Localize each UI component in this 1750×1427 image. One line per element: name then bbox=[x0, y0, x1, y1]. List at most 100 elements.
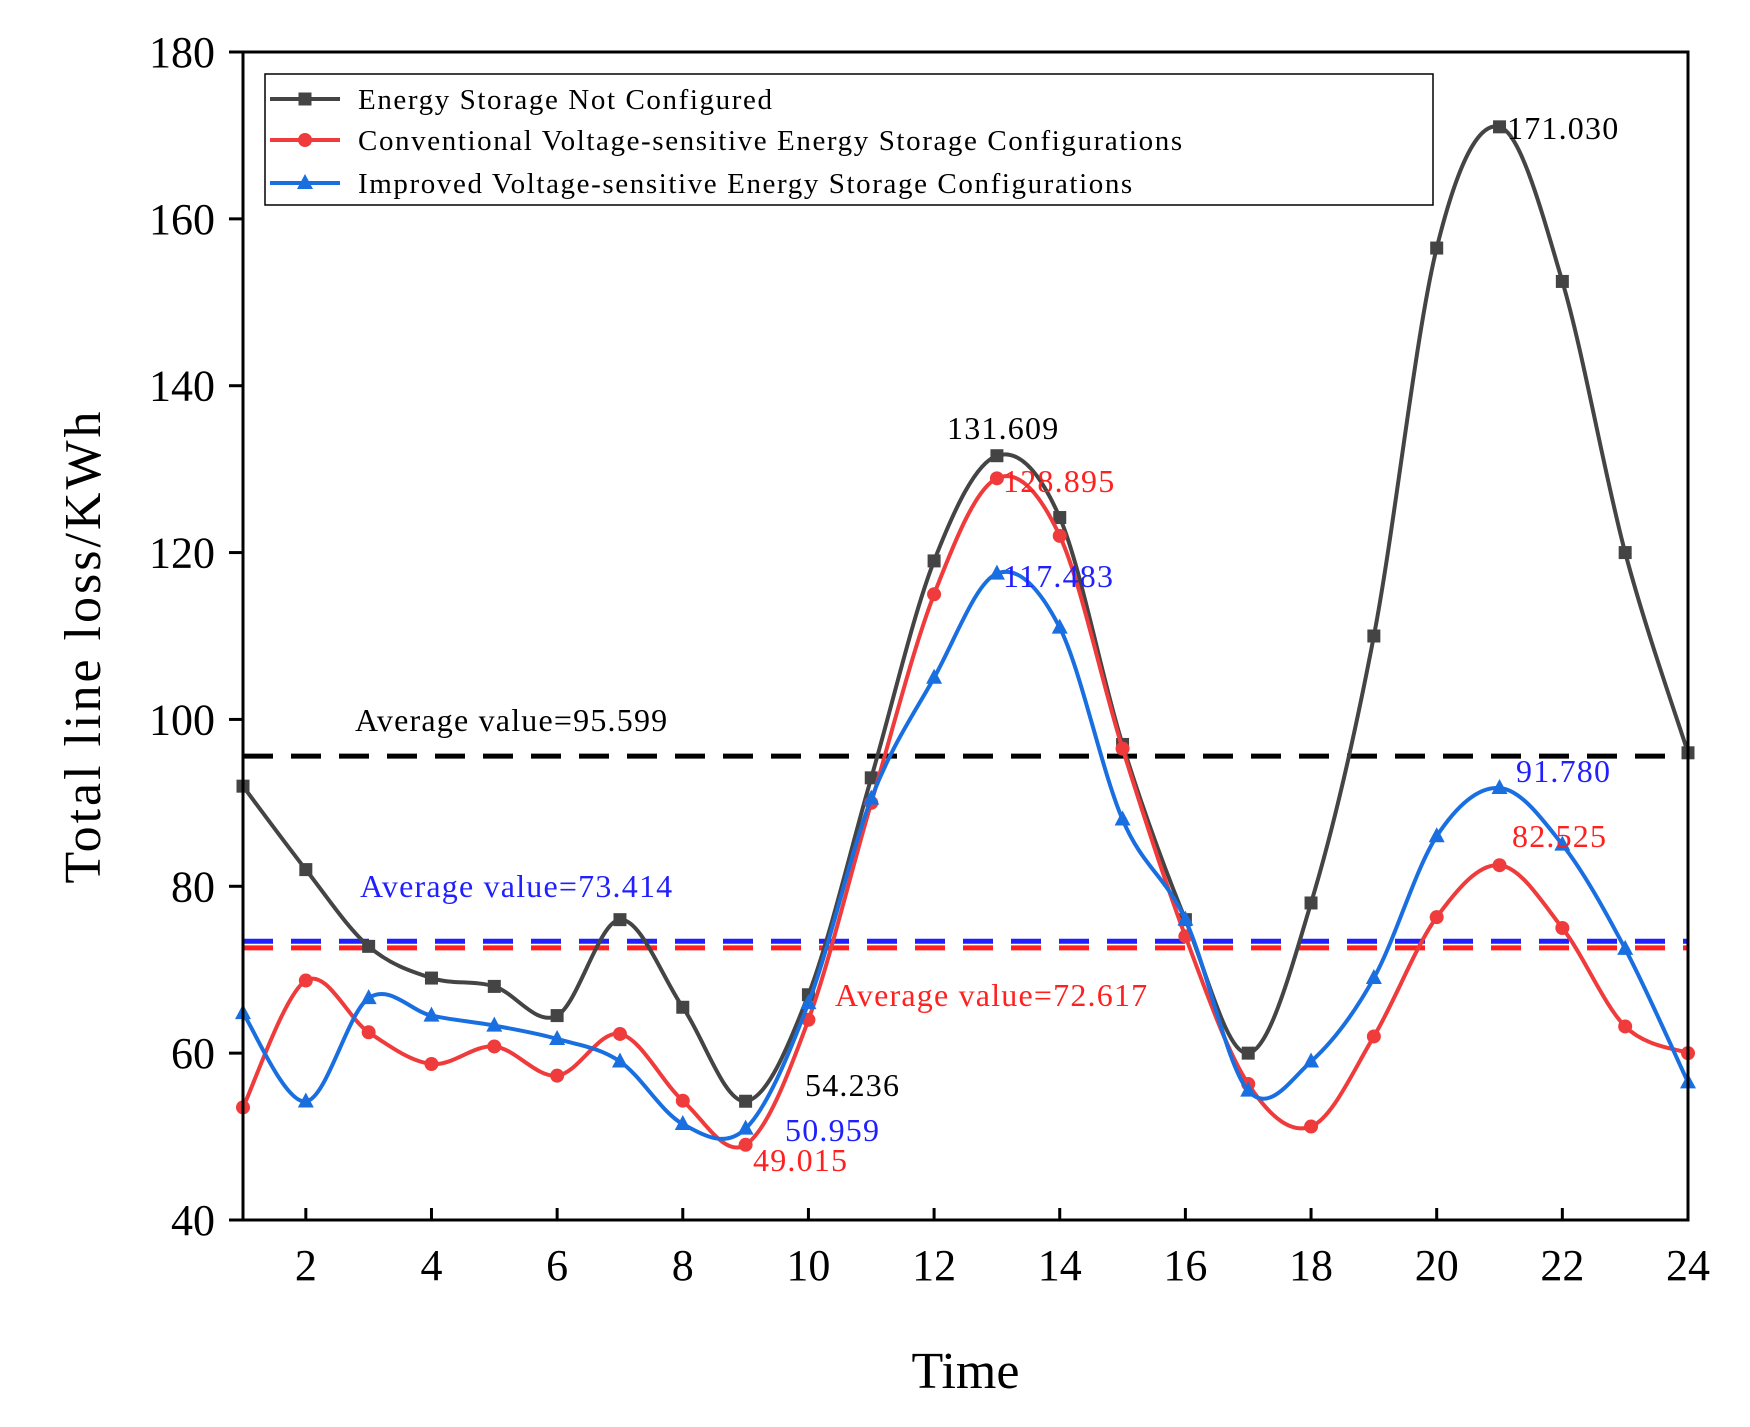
x-axis-title: Time bbox=[912, 1343, 1020, 1400]
data-point bbox=[675, 1093, 690, 1108]
series-line bbox=[241, 569, 1690, 1141]
data-point bbox=[1428, 827, 1445, 843]
data-label: 171.030 bbox=[1507, 110, 1619, 146]
data-point bbox=[299, 863, 313, 877]
data-point bbox=[487, 979, 501, 993]
plot-frame bbox=[241, 50, 1690, 1222]
data-point bbox=[1115, 741, 1130, 756]
x-tick-label: 10 bbox=[786, 1241, 830, 1290]
y-tick-label: 40 bbox=[171, 1196, 215, 1245]
data-point bbox=[1051, 618, 1068, 634]
data-point bbox=[360, 989, 377, 1005]
axes bbox=[229, 50, 1690, 1222]
y-tick-label: 100 bbox=[149, 695, 215, 744]
data-point bbox=[613, 913, 627, 927]
data-point bbox=[550, 1068, 565, 1083]
data-point bbox=[1053, 511, 1067, 525]
data-point bbox=[739, 1094, 753, 1108]
data-label: 54.236 bbox=[805, 1067, 900, 1103]
data-point bbox=[927, 554, 941, 568]
data-point bbox=[863, 789, 880, 805]
data-point bbox=[1554, 835, 1571, 851]
data-point bbox=[361, 1025, 376, 1040]
y-tick-label: 140 bbox=[149, 362, 215, 411]
data-label: 91.780 bbox=[1516, 753, 1611, 789]
data-point bbox=[1430, 241, 1444, 255]
x-tick-label: 16 bbox=[1163, 1241, 1207, 1290]
data-point bbox=[990, 449, 1004, 463]
y-tick-label: 60 bbox=[171, 1029, 215, 1078]
x-tick-label: 14 bbox=[1038, 1241, 1082, 1290]
x-tick-label: 12 bbox=[912, 1241, 956, 1290]
reference-lines: Average value=95.599 Average value=73.414… bbox=[243, 702, 1688, 1013]
data-point bbox=[423, 1006, 440, 1022]
data-label: 49.015 bbox=[753, 1142, 848, 1178]
y-tick-label: 160 bbox=[149, 195, 215, 244]
x-tick-label: 20 bbox=[1415, 1241, 1459, 1290]
series-2 bbox=[236, 471, 1695, 1152]
data-point bbox=[1618, 1019, 1633, 1034]
data-label: 117.483 bbox=[1003, 558, 1114, 594]
x-tick-label: 22 bbox=[1540, 1241, 1584, 1290]
legend: Energy Storage Not Configured Conventiona… bbox=[264, 73, 1434, 206]
axis-titles: Time Total line loss/KWh bbox=[55, 408, 1019, 1400]
x-tick-label: 18 bbox=[1289, 1241, 1333, 1290]
y-tick-label: 120 bbox=[149, 529, 215, 578]
average-label: Average value=73.414 bbox=[360, 868, 673, 904]
data-point bbox=[864, 771, 878, 785]
data-point bbox=[676, 1000, 690, 1014]
legend-swatch-marker bbox=[298, 133, 312, 147]
data-point bbox=[926, 668, 943, 684]
data-point bbox=[989, 471, 1004, 486]
annotations: 171.030 131.609 128.895 117.483 54.236 50.959… bbox=[753, 110, 1619, 1178]
data-point bbox=[1052, 528, 1067, 543]
data-point bbox=[549, 1029, 566, 1045]
data-point bbox=[738, 1137, 753, 1152]
data-point bbox=[611, 1052, 628, 1068]
data-point bbox=[1177, 910, 1194, 926]
y-tick-label: 180 bbox=[149, 28, 215, 77]
data-label: 128.895 bbox=[1003, 463, 1115, 499]
legend-label: Conventional Voltage-sensitive Energy St… bbox=[358, 125, 1184, 157]
average-label: Average value=72.617 bbox=[835, 977, 1148, 1013]
legend-label: Improved Voltage-sensitive Energy Storag… bbox=[358, 168, 1134, 200]
legend-item: Improved Voltage-sensitive Energy Storag… bbox=[270, 168, 1134, 200]
x-tick-label: 24 bbox=[1666, 1241, 1710, 1290]
legend-box bbox=[264, 73, 1434, 206]
data-point bbox=[1555, 921, 1570, 935]
data-point bbox=[297, 1092, 314, 1108]
y-axis-title: Total line loss/KWh bbox=[55, 408, 112, 883]
data-point bbox=[800, 994, 817, 1010]
data-point bbox=[424, 971, 438, 985]
legend-item: Energy Storage Not Configured bbox=[270, 84, 774, 116]
legend-swatch-marker bbox=[297, 174, 313, 189]
data-point bbox=[1304, 896, 1318, 910]
data-point bbox=[1366, 1029, 1381, 1044]
series-3 bbox=[235, 564, 1696, 1141]
data-point bbox=[1617, 939, 1634, 955]
tick-labels: 2 4 6 8 10 12 14 16 18 20 22 2440608010012014016018… bbox=[149, 28, 1710, 1290]
series-1 bbox=[236, 120, 1695, 1108]
data-point bbox=[1618, 546, 1632, 560]
data-point bbox=[550, 1009, 564, 1023]
data-point bbox=[486, 1016, 503, 1032]
data-point bbox=[612, 1026, 627, 1041]
data-point bbox=[424, 1056, 439, 1071]
legend-label: Energy Storage Not Configured bbox=[358, 84, 774, 116]
data-point bbox=[1555, 274, 1569, 288]
data-label: 82.525 bbox=[1512, 818, 1607, 854]
data-point bbox=[362, 939, 376, 953]
x-tick-label: 4 bbox=[420, 1241, 442, 1290]
x-tick-label: 8 bbox=[672, 1241, 694, 1290]
series-line bbox=[241, 474, 1689, 1150]
y-tick-label: 80 bbox=[171, 862, 215, 911]
data-point bbox=[1492, 858, 1507, 873]
data-point bbox=[1114, 810, 1131, 826]
data-point bbox=[737, 1119, 754, 1135]
data-point bbox=[1240, 1081, 1257, 1097]
data-point bbox=[487, 1039, 502, 1054]
legend-swatch-marker bbox=[298, 92, 312, 106]
data-point bbox=[988, 564, 1005, 580]
legend-item: Conventional Voltage-sensitive Energy St… bbox=[270, 125, 1184, 157]
